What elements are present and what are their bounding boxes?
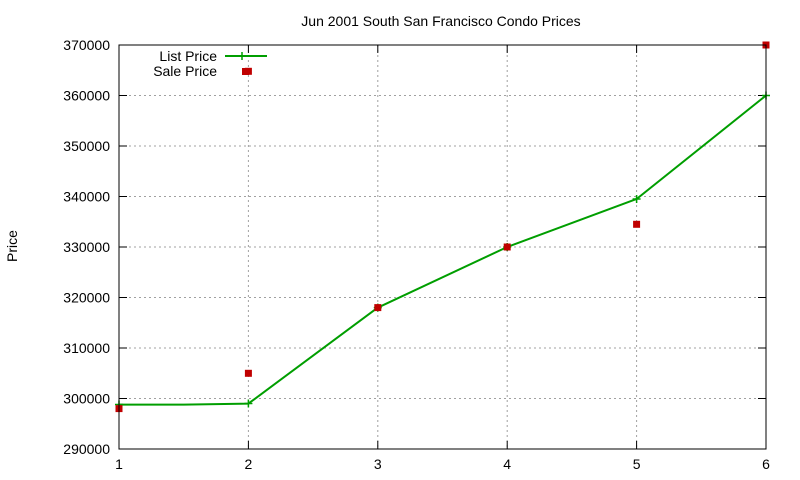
sale-price-point [633, 220, 641, 228]
x-tick-label: 3 [374, 456, 382, 472]
legend-marker-sale-price [242, 68, 249, 75]
x-tick-label: 6 [762, 456, 770, 472]
list-price-marker [632, 195, 641, 204]
legend: List Price Sale Price [153, 48, 267, 79]
y-tick-label: 330000 [63, 239, 110, 255]
sale-price-point [244, 369, 252, 377]
x-tick-label: 1 [115, 456, 123, 472]
list-price-marker [244, 399, 253, 408]
legend-marker-list-price [238, 52, 246, 60]
y-tick-label: 370000 [63, 37, 110, 53]
y-tick-label: 290000 [63, 441, 110, 457]
sale-price-point [374, 304, 382, 312]
legend-label-sale-price: Sale Price [153, 63, 217, 79]
x-tick-label: 5 [633, 456, 641, 472]
y-axis-label: Price [4, 230, 20, 262]
chart-title: Jun 2001 South San Francisco Condo Price… [301, 13, 580, 29]
y-tick-label: 350000 [63, 138, 110, 154]
sale-price-point [503, 243, 511, 251]
x-tick-label: 4 [503, 456, 511, 472]
y-tick-label: 310000 [63, 340, 110, 356]
x-tick-label: 2 [245, 456, 253, 472]
y-tick-label: 360000 [63, 88, 110, 104]
y-tick-label: 320000 [63, 290, 110, 306]
axis-ticks: 290000 300000 310000 320000 330000 340000 3500… [63, 37, 770, 472]
plot-frame [118, 44, 767, 450]
legend-label-list-price: List Price [159, 48, 217, 64]
y-tick-label: 340000 [63, 189, 110, 205]
y-tick-label: 300000 [63, 391, 110, 407]
